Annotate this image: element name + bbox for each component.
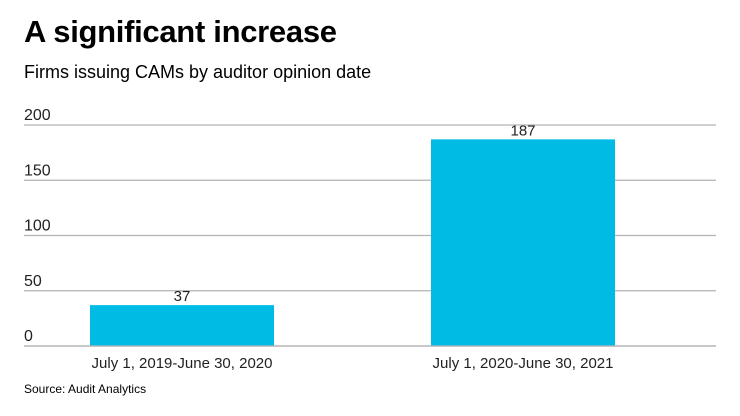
chart-subtitle: Firms issuing CAMs by auditor opinion da… (24, 62, 372, 82)
y-tick-label: 100 (24, 218, 51, 235)
data-label: 187 (510, 122, 535, 139)
y-tick-label: 150 (24, 162, 51, 179)
source-note: Source: Audit Analytics (24, 382, 147, 396)
bar (90, 305, 274, 346)
x-tick-label: July 1, 2019-June 30, 2020 (92, 355, 273, 372)
y-tick-label: 200 (24, 107, 51, 124)
data-label: 37 (174, 288, 191, 305)
y-tick-label: 0 (24, 328, 33, 345)
bar (431, 139, 615, 346)
x-tick-label: July 1, 2020-June 30, 2021 (433, 355, 614, 372)
chart-title: A significant increase (24, 14, 337, 49)
y-tick-label: 50 (24, 273, 42, 290)
